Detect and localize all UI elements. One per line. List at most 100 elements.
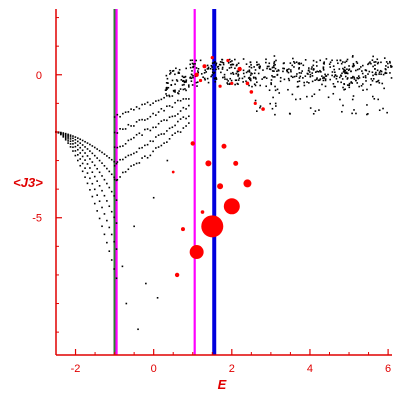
x-tick-label: 6 bbox=[385, 363, 391, 375]
small-point bbox=[273, 55, 276, 57]
small-point bbox=[360, 84, 363, 87]
small-point bbox=[213, 62, 216, 64]
small-point bbox=[224, 78, 226, 80]
small-point bbox=[245, 71, 248, 74]
small-point bbox=[242, 72, 245, 75]
small-point bbox=[250, 64, 252, 66]
small-point bbox=[182, 80, 184, 82]
small-point bbox=[322, 79, 325, 82]
small-point bbox=[378, 73, 380, 75]
small-point bbox=[237, 79, 240, 81]
small-point bbox=[259, 65, 261, 68]
small-point bbox=[166, 105, 168, 108]
small-point bbox=[254, 84, 257, 87]
small-point bbox=[146, 128, 149, 130]
small-point bbox=[362, 83, 364, 85]
highlighted-point bbox=[200, 210, 205, 214]
small-point bbox=[343, 82, 345, 85]
small-point bbox=[202, 76, 204, 79]
small-point bbox=[138, 162, 141, 164]
small-point bbox=[351, 98, 354, 101]
small-point bbox=[334, 85, 336, 88]
small-point bbox=[168, 138, 171, 140]
small-point bbox=[275, 59, 277, 62]
small-point bbox=[385, 72, 388, 74]
small-point bbox=[171, 106, 174, 108]
small-point bbox=[227, 80, 229, 82]
small-point bbox=[221, 68, 224, 70]
small-point bbox=[189, 66, 192, 69]
small-point bbox=[86, 163, 89, 165]
highlighted-point bbox=[217, 183, 224, 190]
small-point bbox=[287, 88, 289, 91]
small-point bbox=[98, 185, 101, 187]
small-point bbox=[272, 96, 274, 99]
small-point bbox=[138, 107, 141, 110]
small-point bbox=[156, 297, 159, 299]
small-point bbox=[174, 101, 176, 104]
small-point bbox=[312, 64, 315, 67]
small-point bbox=[169, 72, 172, 74]
small-point bbox=[177, 92, 180, 95]
small-point bbox=[309, 107, 312, 109]
small-point bbox=[296, 73, 298, 75]
small-point bbox=[96, 148, 98, 150]
small-point bbox=[350, 81, 352, 84]
small-point bbox=[298, 68, 300, 70]
small-point bbox=[342, 67, 344, 70]
small-point bbox=[207, 67, 210, 70]
small-point bbox=[195, 59, 198, 62]
small-point bbox=[357, 75, 360, 77]
small-point bbox=[185, 79, 188, 81]
small-point bbox=[276, 70, 278, 73]
small-point bbox=[374, 64, 376, 67]
small-point bbox=[348, 65, 350, 67]
small-point bbox=[165, 89, 168, 91]
small-point bbox=[60, 133, 62, 136]
small-point bbox=[130, 125, 132, 127]
small-point bbox=[196, 85, 198, 87]
small-point bbox=[64, 138, 67, 141]
small-point bbox=[248, 76, 251, 79]
small-point bbox=[348, 84, 351, 87]
small-point bbox=[287, 71, 290, 74]
small-point bbox=[177, 113, 179, 115]
small-point bbox=[74, 138, 77, 141]
small-point bbox=[144, 128, 146, 131]
small-point bbox=[101, 225, 103, 228]
small-point bbox=[113, 146, 116, 148]
small-point bbox=[306, 72, 309, 75]
small-point bbox=[391, 65, 393, 68]
highlighted-point bbox=[243, 179, 252, 188]
highlighted-point bbox=[261, 107, 265, 111]
small-point bbox=[133, 225, 135, 228]
small-point bbox=[174, 91, 176, 93]
small-point bbox=[319, 59, 322, 62]
small-point bbox=[166, 94, 168, 97]
small-point bbox=[273, 70, 275, 72]
small-point bbox=[249, 74, 252, 76]
x-tick-label: 4 bbox=[307, 363, 313, 375]
small-point bbox=[242, 81, 244, 83]
small-point bbox=[283, 67, 286, 70]
small-point bbox=[168, 94, 170, 97]
small-point bbox=[191, 73, 193, 76]
small-point bbox=[155, 126, 157, 129]
small-point bbox=[247, 70, 249, 73]
small-point bbox=[178, 68, 181, 71]
small-point bbox=[268, 65, 270, 68]
small-point bbox=[356, 62, 359, 64]
small-point bbox=[183, 76, 186, 79]
small-point bbox=[265, 85, 268, 88]
small-point bbox=[182, 76, 185, 79]
small-point bbox=[215, 64, 217, 66]
small-point bbox=[172, 89, 175, 92]
small-point bbox=[282, 70, 284, 73]
small-point bbox=[355, 112, 357, 115]
small-point bbox=[115, 199, 118, 201]
small-point bbox=[191, 59, 194, 62]
small-point bbox=[274, 85, 276, 88]
small-point bbox=[206, 68, 209, 70]
small-point bbox=[295, 75, 298, 77]
small-point bbox=[188, 86, 190, 88]
